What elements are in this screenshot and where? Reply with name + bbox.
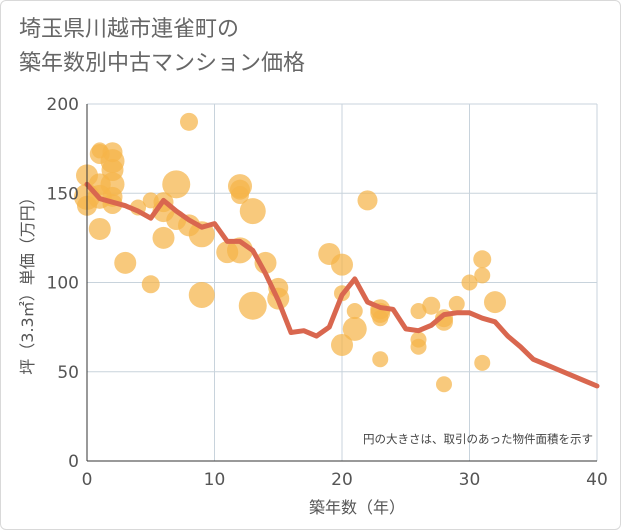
data-bubble — [180, 112, 198, 131]
x-tick-label: 30 — [459, 470, 481, 490]
data-bubble — [474, 267, 491, 284]
data-bubble — [152, 226, 175, 249]
data-bubble — [239, 198, 266, 225]
y-tick-label: 50 — [57, 363, 79, 383]
data-bubble — [114, 251, 137, 274]
data-bubble — [141, 275, 160, 294]
data-bubble — [342, 316, 367, 341]
data-bubble — [238, 291, 267, 320]
grid — [87, 103, 598, 461]
axes — [86, 104, 597, 462]
data-bubble — [422, 296, 441, 315]
data-bubble — [448, 295, 465, 312]
bubble-size-note: 円の大きさは、取引のあった物件面積を示す — [363, 432, 593, 446]
data-bubble — [473, 250, 492, 269]
x-tick-label: 20 — [331, 470, 353, 490]
y-axis-label: 坪（3.3㎡）単価（万円） — [18, 189, 37, 374]
data-bubble — [346, 303, 363, 320]
data-bubble — [216, 241, 239, 264]
chart-title: 埼玉県川越市連雀町の 築年数別中古マンション価格 — [19, 13, 305, 81]
x-tick-label: 0 — [82, 470, 93, 490]
data-bubble — [461, 274, 478, 291]
data-bubble — [410, 338, 427, 355]
data-bubble — [357, 190, 378, 211]
data-bubble — [88, 217, 111, 240]
data-bubble — [331, 333, 353, 356]
data-bubble — [188, 281, 215, 308]
x-tick-label: 40 — [586, 470, 608, 490]
data-bubble — [372, 310, 389, 327]
tick-labels: 0 50 100 150 200 0 10 20 30 40 — [47, 95, 608, 490]
data-bubble — [484, 291, 506, 314]
data-bubble — [231, 186, 249, 205]
data-bubble — [436, 376, 452, 393]
title-line-1: 埼玉県川越市連雀町の — [19, 17, 240, 42]
x-tick-label: 10 — [204, 470, 226, 490]
y-tick-label: 0 — [68, 452, 79, 472]
bubble-series — [74, 112, 506, 393]
data-bubble — [331, 253, 353, 276]
data-bubble — [474, 354, 491, 371]
y-tick-label: 100 — [47, 274, 79, 294]
trend-line — [84, 181, 600, 389]
data-bubble — [372, 351, 389, 368]
data-bubble — [162, 170, 191, 199]
x-axis-label: 築年数（年） — [309, 498, 405, 517]
y-tick-label: 200 — [47, 95, 79, 115]
title-line-2: 築年数別中古マンション価格 — [19, 51, 306, 76]
y-tick-label: 150 — [47, 184, 79, 204]
trend-line-series — [84, 181, 600, 389]
